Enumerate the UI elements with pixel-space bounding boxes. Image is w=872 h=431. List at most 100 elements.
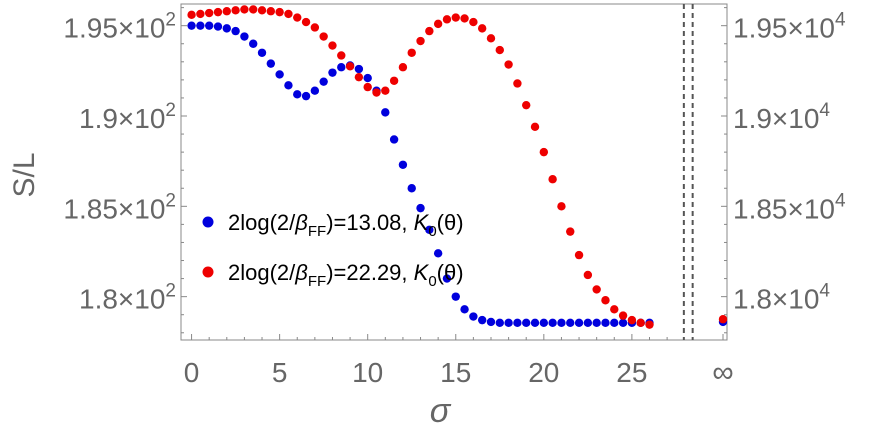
data-points [187, 5, 728, 329]
plot-border [180, 3, 728, 341]
series-0-point [231, 26, 240, 36]
legend: 2log(2/βFF)=13.08, K0(θ) 2log(2/βFF)=22.2… [202, 210, 464, 290]
series-1-point [477, 24, 487, 33]
series-0-point [266, 59, 276, 68]
series-0-point [363, 73, 372, 83]
series-1-point [513, 79, 522, 88]
series-1-point [240, 5, 249, 14]
series-0-point [416, 203, 425, 213]
x-tick-label-4: 20 [528, 357, 559, 388]
series-0-point [275, 70, 284, 79]
series-0-point [522, 318, 531, 328]
series-0-point [548, 318, 557, 328]
series-1-point [645, 320, 654, 329]
series-0-point [425, 225, 434, 235]
series-1-point [222, 7, 231, 16]
series-1-point [416, 36, 425, 46]
left-tick-label-3: 1.95×102 [63, 10, 176, 44]
series-0-point [442, 274, 452, 283]
series-1-point [363, 82, 372, 92]
series-1-point [187, 10, 196, 20]
series-1-point [618, 311, 628, 320]
series-1-point [425, 26, 434, 36]
series-0-point [249, 39, 258, 48]
series-1-point [557, 202, 566, 211]
series-0-point [222, 24, 231, 33]
series-0-point [257, 48, 267, 57]
vertical-dashed-lines [682, 4, 694, 340]
series-0-point [610, 318, 619, 328]
series-0-point [530, 318, 540, 328]
series-1-point [530, 122, 540, 132]
series-1-point [372, 88, 381, 97]
series-0-point [601, 318, 610, 328]
series-1-point [389, 76, 399, 85]
series-0-point [319, 77, 328, 86]
left-axis-ticks: 1.8×102 1.85×102 1.9×102 1.95×102 [63, 7, 187, 334]
series-1-point [266, 7, 276, 16]
series-1-point [257, 6, 267, 15]
series-0-point [293, 90, 302, 99]
series-1-point [381, 86, 390, 95]
right-axis-ticks: 1.8×104 1.85×104 1.9×104 1.95×104 [721, 7, 846, 334]
series-1-point [398, 63, 408, 72]
series-0-point [284, 81, 293, 90]
series-0-point [301, 91, 311, 101]
x-tick-label-infinity: ∞ [712, 356, 733, 389]
series-0-point [539, 318, 549, 328]
series-1-point [319, 32, 328, 41]
series-1-point [407, 48, 416, 57]
series-0-point [592, 318, 601, 328]
series-0-point [513, 318, 522, 328]
series-1-point [451, 13, 460, 22]
series-1-point [213, 7, 223, 17]
y-axis-label: S/L [8, 152, 41, 197]
series-1-point [301, 17, 311, 27]
x-tick-label-2: 10 [352, 357, 383, 388]
series-0-point [213, 22, 223, 31]
series-0-point [381, 108, 390, 117]
series-1-point [583, 270, 593, 280]
series-0-point [204, 21, 214, 30]
left-tick-label-1: 1.85×102 [63, 190, 176, 224]
series-1-point [293, 13, 302, 22]
series-0-point [389, 135, 399, 144]
series-0-point [337, 63, 346, 72]
series-1-point [601, 296, 610, 305]
series-0-point [310, 86, 320, 95]
infinity-point-1 [718, 315, 728, 324]
series-1-point [522, 100, 531, 110]
series-0-point [495, 318, 504, 328]
left-tick-label-2: 1.9×102 [79, 100, 176, 134]
series-1-point [627, 315, 637, 325]
series-0-point [196, 21, 205, 30]
right-tick-label-2: 1.9×104 [733, 100, 830, 134]
series-0-point [618, 318, 628, 328]
right-tick-label-1: 1.85×104 [733, 190, 846, 224]
x-axis-ticks: 0 5 10 15 20 25 ∞ [184, 334, 734, 389]
series-1-point [460, 14, 469, 23]
series-0-point [477, 315, 487, 325]
series-1-point [354, 72, 364, 82]
x-tick-label-0: 0 [184, 357, 200, 388]
series-0-point [574, 318, 584, 328]
plot-frame [180, 3, 728, 341]
series-0-point [557, 318, 566, 328]
series-0-point [451, 292, 460, 301]
series-1-point [275, 7, 284, 17]
x-axis-label: σ [430, 392, 452, 430]
x-tick-label-3: 15 [440, 357, 471, 388]
series-0-point [583, 318, 593, 328]
series-0-point [504, 318, 513, 328]
series-1-point [486, 34, 496, 43]
series-1-point [204, 8, 214, 18]
right-tick-label-3: 1.95×104 [733, 10, 846, 44]
series-1-point [328, 41, 337, 50]
left-tick-label-0: 1.8×102 [79, 281, 176, 315]
series-1-point [469, 17, 478, 27]
series-1-point [592, 285, 601, 294]
series-1-point [249, 5, 258, 14]
legend-label-1: 2log(2/βFF)=22.29, K0(θ) [228, 260, 464, 290]
series-1-point [504, 60, 513, 69]
